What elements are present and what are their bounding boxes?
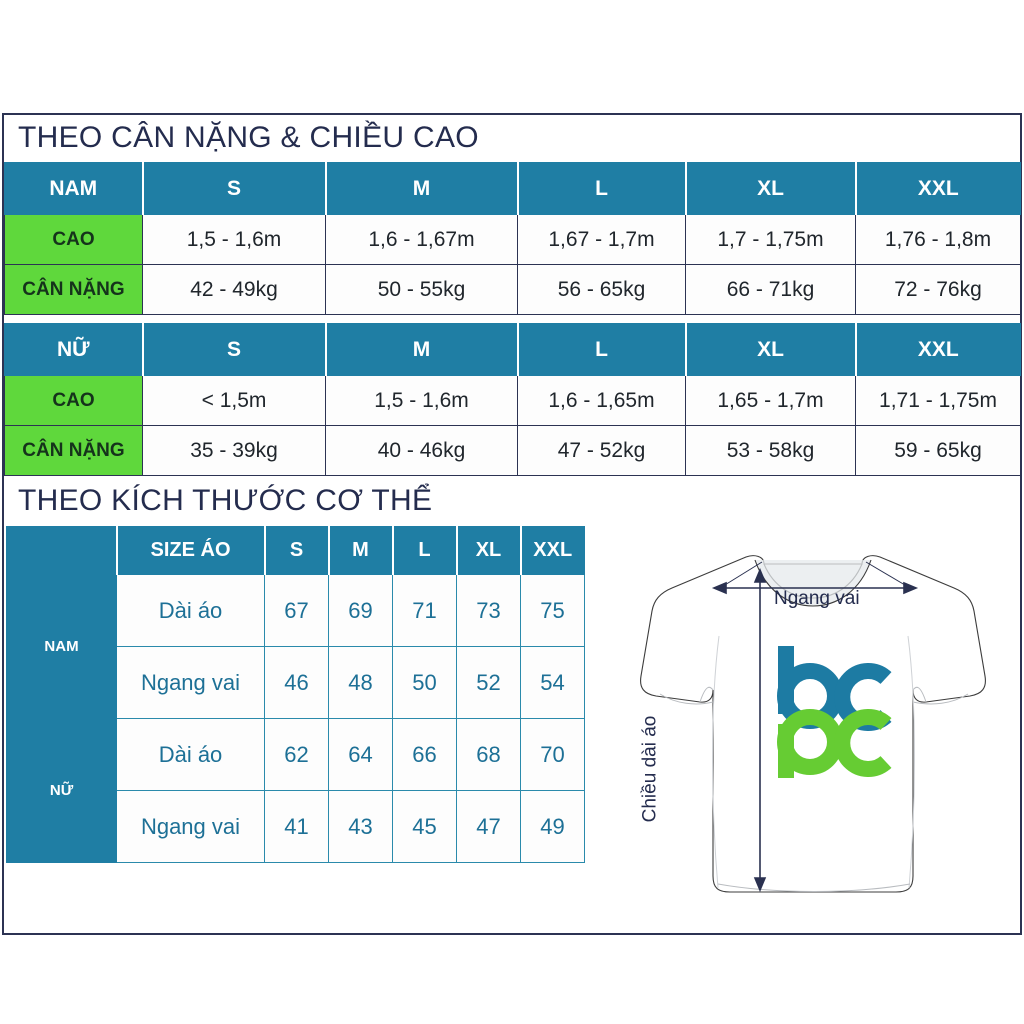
cell-value: 43 [328,790,393,863]
tshirt-sleeve-seams [659,686,969,705]
cell-value: 54 [520,646,585,719]
cell-value: 66 [392,718,457,791]
cell-value: 1,71 - 1,75m [855,375,1021,426]
header-size-xxl: XXL [855,323,1021,376]
header-size-s: S [142,323,327,376]
header-size-l: L [392,526,458,575]
body-size-area: SIZE ÁO S M L XL XXL NAM Dài áo 67 69 71… [4,526,1020,918]
cell-value: 72 - 76kg [855,264,1021,315]
cell-value: 75 [520,574,585,647]
table-row: NỮ Dài áo 62 64 66 68 70 [6,718,585,863]
cell-value: 49 [520,790,585,863]
cell-value: 68 [456,718,521,791]
cell-value: 64 [328,718,393,791]
cell-value: 71 [392,574,457,647]
tshirt-collar [754,559,872,607]
cell-value: 48 [328,646,393,719]
header-size-m: M [328,526,394,575]
section-title-body-size: THEO KÍCH THƯỚC CƠ THỂ [18,484,433,517]
cell-value: 1,67 - 1,7m [517,214,686,265]
cell-value: 62 [264,718,329,791]
header-size-ao: SIZE ÁO [116,526,266,575]
cell-value: 35 - 39kg [142,425,326,476]
header-size-xxl: XXL [520,526,585,575]
cell-value: 1,5 - 1,6m [142,214,326,265]
cell-value: 1,76 - 1,8m [855,214,1021,265]
tshirt-diagram: Ngang vai Chiều dài áo [614,526,1014,916]
header-size-xxl: XXL [855,162,1021,215]
measure-label-shoulder: Ngang vai [116,646,265,719]
header-size-l: L [517,162,687,215]
cell-value: 67 [264,574,329,647]
header-gender-women: NỮ [4,323,144,376]
table-row: CÂN NẶNG 35 - 39kg 40 - 46kg 47 - 52kg 5… [4,425,1021,476]
cell-value: 47 [456,790,521,863]
bcpc-logo [777,646,892,778]
row-label-weight: CÂN NẶNG [4,425,143,476]
table-row: Ngang vai 41 43 45 47 49 [7,790,585,863]
cell-value: 50 - 55kg [325,264,518,315]
header-corner-blank [6,526,118,575]
cell-value: 46 [264,646,329,719]
shoulder-leader-lines [719,561,911,589]
cell-value: 41 [264,790,329,863]
cell-value: 59 - 65kg [855,425,1021,476]
cell-value: 1,6 - 1,67m [325,214,518,265]
table-gap [4,315,1020,323]
cell-value: 1,65 - 1,7m [685,375,856,426]
tshirt-body-creases [712,635,915,889]
measure-label-length: Dài áo [116,718,265,791]
table-row: CAO < 1,5m 1,5 - 1,6m 1,6 - 1,65m 1,65 -… [4,375,1021,426]
table-row: NỮ S M L XL XXL [4,323,1021,376]
header-size-xl: XL [456,526,522,575]
header-size-m: M [325,323,519,376]
row-label-height: CAO [4,214,143,265]
row-label-height: CAO [4,375,143,426]
cell-value: 66 - 71kg [685,264,856,315]
section-title-weight-height: THEO CÂN NẶNG & CHIỀU CAO [18,121,479,154]
shoulder-width-label: Ngang vai [774,588,860,609]
cell-value: 1,7 - 1,75m [685,214,856,265]
cell-value: 1,5 - 1,6m [325,375,518,426]
table-row: Ngang vai 46 48 50 52 54 [7,646,585,719]
table-row: NAM S M L XL XXL [4,162,1021,215]
group-label-men: NAM [6,574,117,719]
cell-value: < 1,5m [142,375,326,426]
header-size-s: S [264,526,330,575]
header-size-xl: XL [685,323,857,376]
cell-value: 45 [392,790,457,863]
header-size-l: L [517,323,687,376]
cell-value: 50 [392,646,457,719]
cell-value: 70 [520,718,585,791]
table-body-measurements: SIZE ÁO S M L XL XXL NAM Dài áo 67 69 71… [6,526,585,863]
header-gender-men: NAM [4,162,144,215]
tshirt-illustration-svg [640,555,986,893]
cell-value: 52 [456,646,521,719]
table-row: SIZE ÁO S M L XL XXL [6,526,585,575]
header-size-xl: XL [685,162,857,215]
table-weight-height-women: NỮ S M L XL XXL CAO < 1,5m 1,5 - 1,6m 1,… [4,323,1021,476]
table-row: NAM Dài áo 67 69 71 73 75 [6,574,585,719]
header-size-s: S [142,162,327,215]
cell-value: 1,6 - 1,65m [517,375,686,426]
group-label-women: NỮ [6,718,117,863]
tshirt-hem [717,883,911,892]
table-row: CAO 1,5 - 1,6m 1,6 - 1,67m 1,67 - 1,7m 1… [4,214,1021,265]
shirt-length-label: Chiều dài áo [639,715,661,823]
measure-label-length: Dài áo [116,574,265,647]
cell-value: 53 - 58kg [685,425,856,476]
length-dimension-arrow [753,567,767,893]
header-size-m: M [325,162,519,215]
cell-value: 69 [328,574,393,647]
cell-value: 42 - 49kg [142,264,326,315]
table-row: CÂN NẶNG 42 - 49kg 50 - 55kg 56 - 65kg 6… [4,264,1021,315]
table-weight-height-men: NAM S M L XL XXL CAO 1,5 - 1,6m 1,6 - 1,… [4,162,1021,315]
cell-value: 73 [456,574,521,647]
cell-value: 40 - 46kg [325,425,518,476]
row-label-weight: CÂN NẶNG [4,264,143,315]
cell-value: 56 - 65kg [517,264,686,315]
cell-value: 47 - 52kg [517,425,686,476]
measure-label-shoulder: Ngang vai [116,790,265,863]
size-chart-panel: THEO CÂN NẶNG & CHIỀU CAO NAM S M L XL X… [2,113,1022,935]
